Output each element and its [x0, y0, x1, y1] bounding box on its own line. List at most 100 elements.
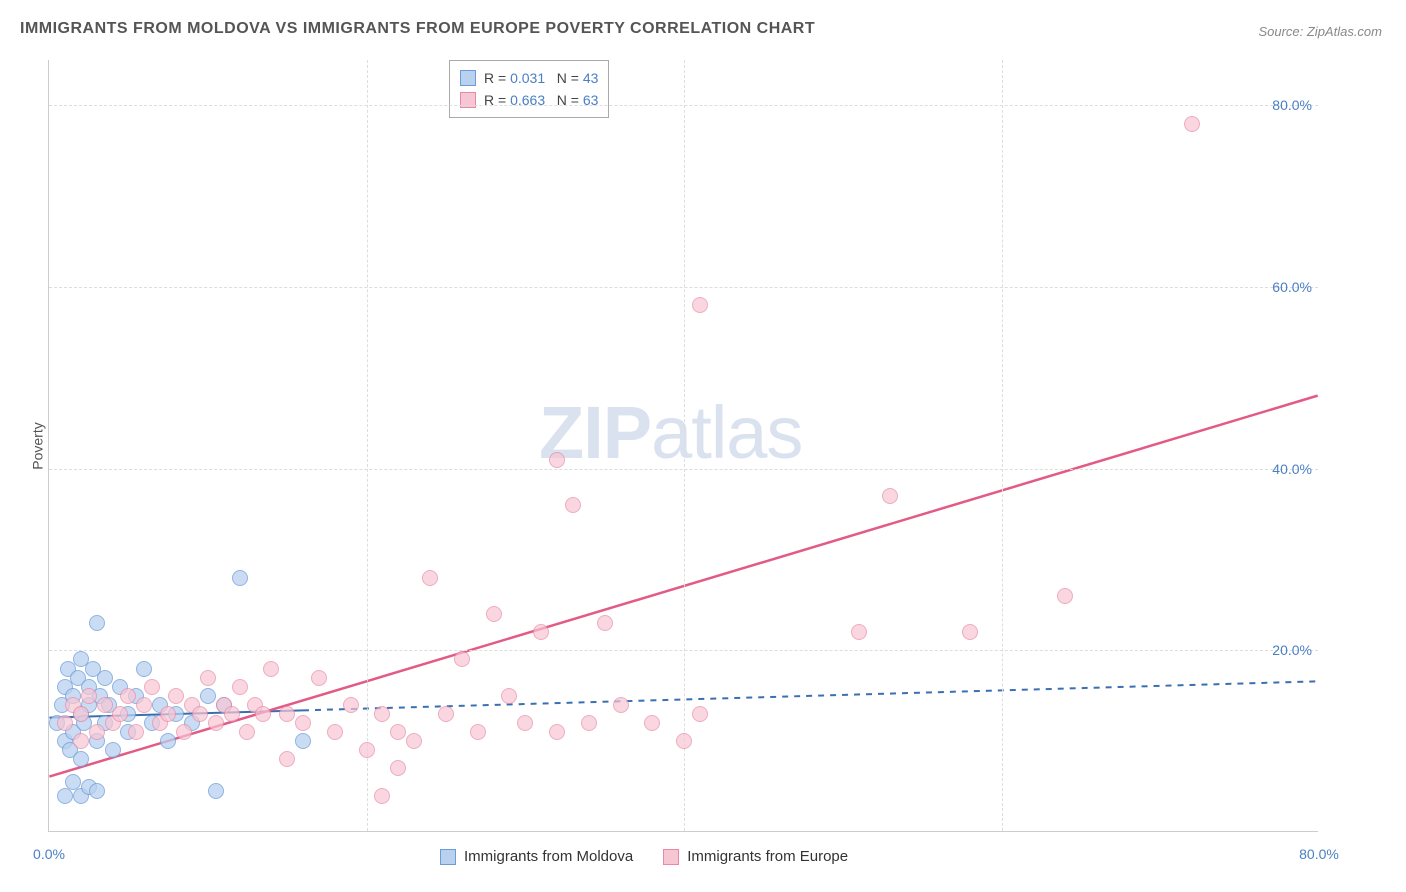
y-tick-label: 60.0%	[1272, 279, 1312, 295]
legend-swatch	[663, 849, 679, 865]
scatter-point	[120, 688, 136, 704]
source-prefix: Source:	[1258, 24, 1306, 39]
scatter-point	[517, 715, 533, 731]
scatter-point	[882, 488, 898, 504]
scatter-point	[597, 615, 613, 631]
y-tick-label: 80.0%	[1272, 97, 1312, 113]
scatter-point	[57, 715, 73, 731]
x-tick-label: 80.0%	[1299, 846, 1339, 862]
scatter-point	[136, 661, 152, 677]
gridline-vertical	[684, 60, 685, 831]
scatter-point	[105, 742, 121, 758]
scatter-point	[374, 788, 390, 804]
scatter-point	[374, 706, 390, 722]
scatter-point	[359, 742, 375, 758]
scatter-point	[97, 697, 113, 713]
scatter-point	[160, 733, 176, 749]
scatter-point	[160, 706, 176, 722]
series-legend-item: Immigrants from Europe	[663, 848, 848, 865]
scatter-point	[176, 724, 192, 740]
scatter-point	[438, 706, 454, 722]
scatter-point	[311, 670, 327, 686]
scatter-point	[692, 297, 708, 313]
scatter-point	[343, 697, 359, 713]
scatter-point	[533, 624, 549, 640]
scatter-point	[613, 697, 629, 713]
scatter-point	[112, 706, 128, 722]
scatter-point	[422, 570, 438, 586]
source-attribution: Source: ZipAtlas.com	[1258, 24, 1382, 39]
series-legend-item: Immigrants from Moldova	[440, 848, 633, 865]
scatter-point	[57, 788, 73, 804]
chart-title: IMMIGRANTS FROM MOLDOVA VS IMMIGRANTS FR…	[20, 20, 815, 38]
scatter-point	[692, 706, 708, 722]
scatter-point	[73, 751, 89, 767]
scatter-point	[208, 715, 224, 731]
scatter-point	[128, 724, 144, 740]
scatter-point	[279, 706, 295, 722]
scatter-point	[327, 724, 343, 740]
scatter-point	[81, 688, 97, 704]
legend-swatch	[440, 849, 456, 865]
x-tick-label: 0.0%	[33, 846, 65, 862]
scatter-point	[168, 688, 184, 704]
scatter-point	[454, 651, 470, 667]
source-name: ZipAtlas.com	[1307, 24, 1382, 39]
scatter-point	[390, 724, 406, 740]
scatter-point	[295, 733, 311, 749]
plot-area: ZIPatlas R = 0.031 N = 43R = 0.663 N = 6…	[48, 60, 1318, 832]
y-axis-label: Poverty	[30, 422, 46, 469]
scatter-point	[136, 697, 152, 713]
scatter-point	[232, 679, 248, 695]
scatter-point	[224, 706, 240, 722]
scatter-point	[73, 706, 89, 722]
scatter-point	[89, 724, 105, 740]
y-tick-label: 20.0%	[1272, 642, 1312, 658]
scatter-point	[208, 783, 224, 799]
scatter-point	[255, 706, 271, 722]
correlation-legend: R = 0.031 N = 43R = 0.663 N = 63	[449, 60, 609, 118]
scatter-point	[390, 760, 406, 776]
scatter-point	[470, 724, 486, 740]
watermark-atlas: atlas	[651, 391, 802, 474]
correlation-legend-row: R = 0.031 N = 43	[460, 67, 598, 89]
scatter-point	[1057, 588, 1073, 604]
scatter-point	[565, 497, 581, 513]
scatter-point	[89, 615, 105, 631]
y-tick-label: 40.0%	[1272, 461, 1312, 477]
scatter-point	[851, 624, 867, 640]
scatter-point	[239, 724, 255, 740]
scatter-point	[549, 724, 565, 740]
trend-line-dashed	[303, 681, 1318, 710]
scatter-point	[1184, 116, 1200, 132]
series-legend-label: Immigrants from Europe	[687, 848, 848, 865]
scatter-point	[73, 733, 89, 749]
gridline-vertical	[1002, 60, 1003, 831]
scatter-point	[962, 624, 978, 640]
scatter-point	[89, 783, 105, 799]
scatter-point	[406, 733, 422, 749]
legend-swatch	[460, 70, 476, 86]
legend-stats: R = 0.663 N = 63	[484, 89, 598, 111]
gridline-vertical	[367, 60, 368, 831]
scatter-point	[501, 688, 517, 704]
watermark: ZIPatlas	[539, 390, 802, 475]
scatter-point	[192, 706, 208, 722]
series-legend-label: Immigrants from Moldova	[464, 848, 633, 865]
scatter-point	[644, 715, 660, 731]
scatter-point	[200, 688, 216, 704]
legend-stats: R = 0.031 N = 43	[484, 67, 598, 89]
scatter-point	[279, 751, 295, 767]
scatter-point	[581, 715, 597, 731]
scatter-point	[295, 715, 311, 731]
scatter-point	[486, 606, 502, 622]
scatter-point	[263, 661, 279, 677]
scatter-point	[232, 570, 248, 586]
correlation-legend-row: R = 0.663 N = 63	[460, 89, 598, 111]
series-legend: Immigrants from Moldova Immigrants from E…	[440, 848, 848, 865]
scatter-point	[676, 733, 692, 749]
scatter-point	[549, 452, 565, 468]
scatter-point	[97, 670, 113, 686]
scatter-point	[200, 670, 216, 686]
scatter-point	[144, 679, 160, 695]
